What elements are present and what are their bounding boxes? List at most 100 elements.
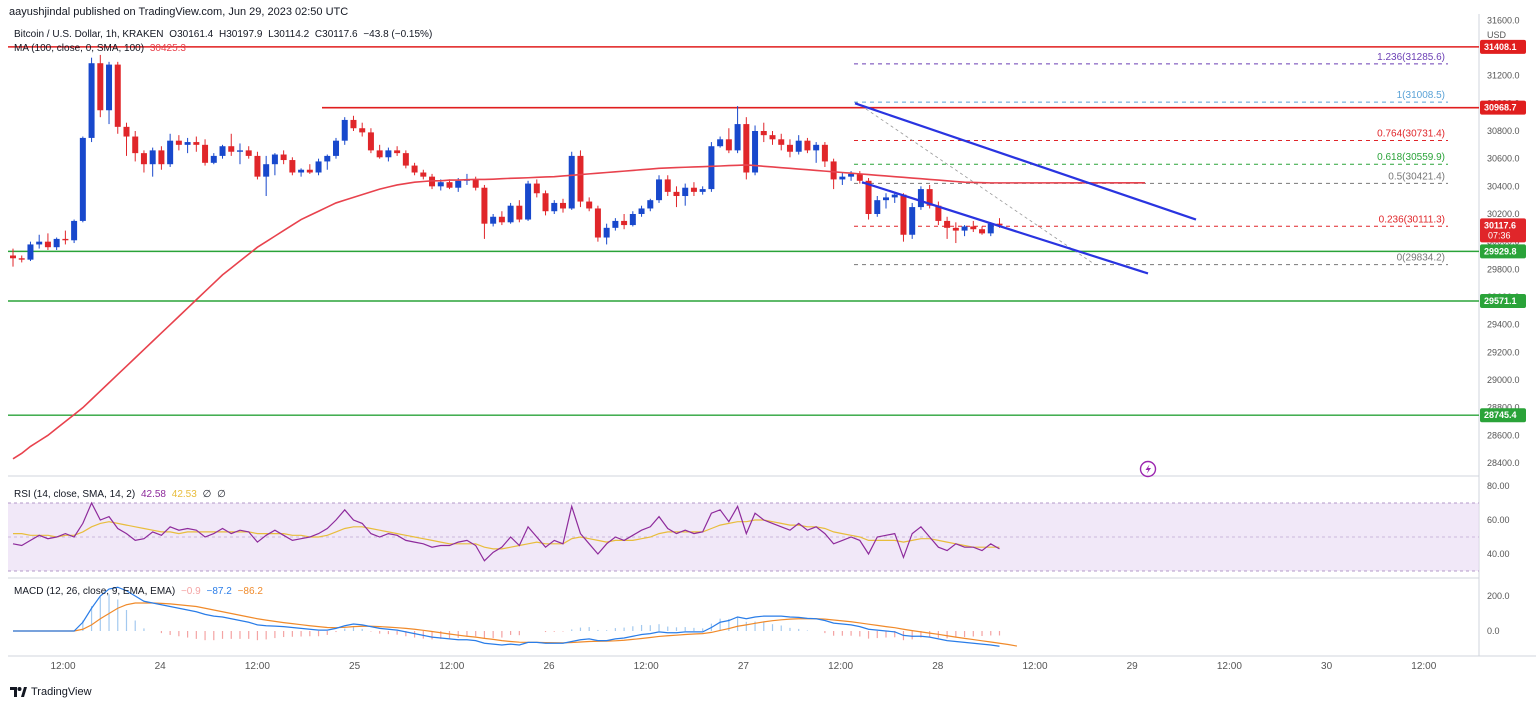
candle-body (909, 207, 916, 235)
price-tick-label: 28600.0 (1487, 430, 1520, 440)
change-value: −43.8 (−0.15%) (363, 29, 433, 40)
ma-value: 30425.3 (149, 43, 186, 54)
candle-body (149, 150, 156, 165)
horizontal-levels (8, 46, 1479, 416)
candle-body (926, 189, 933, 206)
rsi-tick-label: 40.00 (1487, 549, 1510, 559)
axis-currency-label: USD (1487, 30, 1507, 40)
rsi-line (12, 501, 1000, 562)
time-tick-label: 27 (738, 661, 750, 672)
candle-body (533, 183, 540, 194)
candles (10, 54, 1003, 267)
fib-trend-line (855, 101, 1096, 265)
candle-body (245, 150, 252, 156)
symbol-name[interactable]: Bitcoin / U.S. Dollar, 1h, KRAKEN (14, 29, 164, 40)
tag-support-1-text: 29929.8 (1484, 246, 1517, 256)
candle-body (280, 154, 287, 161)
fib-level-label: 1(31008.5) (1397, 90, 1445, 101)
tag-current-bg (1480, 218, 1526, 243)
candle-body (682, 187, 689, 197)
candle-body (568, 155, 575, 209)
time-tick-label: 25 (349, 661, 361, 672)
candle-body (114, 64, 121, 127)
time-tick-label: 12:00 (1217, 661, 1242, 672)
time-tick-label: 26 (543, 661, 555, 672)
price-tick-label: 28800.0 (1487, 403, 1520, 413)
candle-body (551, 202, 558, 212)
price-tick-label: 30400.0 (1487, 181, 1520, 191)
price-tick-label: 29200.0 (1487, 347, 1520, 357)
tag-resistance-2-text: 30968.7 (1484, 103, 1517, 113)
candle-body (481, 187, 488, 224)
candle-body (612, 220, 619, 228)
candle-body (10, 255, 16, 259)
macd-pane (13, 586, 1018, 647)
macd-tick-label: 0.0 (1487, 626, 1500, 636)
candle-body (542, 193, 549, 212)
candle-body (236, 150, 243, 152)
time-tick-label: 12:00 (1411, 661, 1436, 672)
candle-body (944, 220, 951, 228)
candle-body (795, 140, 802, 152)
macd-signal-line (13, 602, 1018, 647)
candle-body (717, 139, 724, 147)
candle-body (586, 201, 593, 209)
candle-body (856, 173, 863, 181)
open-value: O30161.4 (169, 29, 214, 40)
candle-body (71, 220, 78, 241)
macd-label[interactable]: MACD (12, 26, close, 9, EMA, EMA) (14, 586, 176, 597)
time-axis: 12:00 24 12:00 25 12:00 26 12:00 27 12:00 28 12:00… (50, 661, 1436, 672)
ma-label[interactable]: MA (100, close, 0, SMA, 100) (14, 43, 145, 54)
lightning-icon[interactable] (1139, 460, 1157, 478)
candle-body (385, 150, 392, 158)
tag-support-1-bg (1480, 244, 1526, 259)
rsi-label[interactable]: RSI (14, close, SMA, 14, 2) (14, 489, 136, 500)
candle-body (498, 216, 505, 223)
high-value: H30197.9 (219, 29, 263, 40)
candle-body (289, 160, 296, 173)
candle-body (961, 226, 968, 231)
candle-body (734, 124, 741, 151)
tradingview-logo[interactable]: TradingView (9, 686, 92, 698)
candle-body (455, 180, 462, 188)
candle-body (778, 139, 785, 145)
candle-body (175, 140, 182, 145)
candle-body (97, 63, 104, 111)
candle-body (62, 238, 69, 241)
publisher-line: aayushjindal published on TradingView.co… (9, 6, 349, 18)
candle-body (106, 64, 113, 111)
candle-body (490, 216, 497, 224)
candle-body (88, 63, 95, 138)
price-tick-label: 29400.0 (1487, 320, 1520, 330)
rsi-pane (12, 501, 1000, 562)
candle-body (996, 223, 1003, 226)
candle-body (664, 179, 671, 192)
candle-body (376, 150, 383, 158)
candle-body (437, 182, 444, 187)
time-tick-label: 12:00 (1022, 661, 1047, 672)
candle-body (167, 140, 174, 165)
tag-support-3-text: 28745.4 (1484, 410, 1517, 420)
tag-resistance-2-bg (1480, 100, 1526, 115)
ma100-line (12, 164, 1146, 460)
candle-body (594, 208, 601, 238)
candle-body (725, 139, 732, 151)
tradingview-logo-icon (10, 687, 27, 697)
candle-body (786, 144, 793, 152)
candle-body (821, 144, 828, 162)
time-tick-label: 12:00 (50, 661, 75, 672)
brand-text: TradingView (31, 686, 92, 698)
time-tick-label: 12:00 (828, 661, 853, 672)
candle-body (577, 155, 584, 202)
candle-body (525, 183, 532, 220)
candle-body (883, 197, 889, 201)
candle-body (507, 205, 514, 223)
candle-body (341, 119, 348, 141)
price-tick-label: 31200.0 (1487, 71, 1520, 81)
candle-body (769, 135, 776, 140)
rsi-value: 42.58 (140, 489, 166, 500)
candle-body (760, 131, 767, 136)
candle-body (420, 172, 427, 177)
candle-body (263, 164, 270, 177)
